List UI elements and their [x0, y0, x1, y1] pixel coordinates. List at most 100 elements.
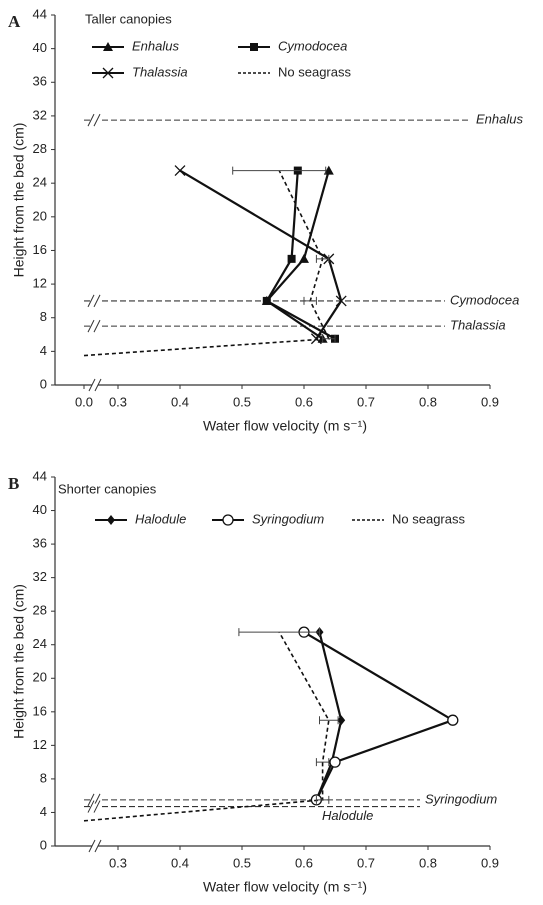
y-tick-label: 36	[33, 74, 47, 89]
y-axis-label: Height from the bed (cm)	[11, 584, 27, 739]
y-tick-label: 8	[40, 309, 47, 324]
y-tick-label: 12	[33, 737, 47, 752]
x-tick-label: 0.9	[481, 394, 499, 409]
x-tick-label: 0.4	[171, 394, 189, 409]
series-line	[265, 170, 336, 340]
marker	[337, 715, 346, 726]
marker	[107, 515, 115, 525]
series-line	[303, 631, 456, 801]
canopy-break-gap	[91, 796, 99, 803]
legend-label: Halodule	[135, 511, 186, 526]
x-tick-label: 0.4	[171, 855, 189, 870]
marker	[222, 514, 234, 526]
y-tick-label: 44	[33, 6, 47, 21]
marker	[323, 165, 334, 175]
x-tick-label: 0.5	[233, 394, 251, 409]
y-tick-label: 40	[33, 502, 47, 517]
error-bar	[232, 166, 327, 175]
axis-break	[88, 378, 102, 392]
canopy-break-gap	[91, 117, 99, 124]
error-bar	[238, 628, 320, 637]
x-tick-label: 0.7	[357, 394, 375, 409]
y-tick-label: 44	[33, 468, 47, 483]
canopy-break	[87, 319, 101, 333]
canopy-break	[87, 113, 101, 127]
y-tick-label: 36	[33, 536, 47, 551]
y-tick-label: 40	[33, 40, 47, 55]
error-bar	[303, 296, 317, 305]
canopy-break-gap	[91, 323, 99, 330]
x-axis-label: Water flow velocity (m s⁻¹)	[203, 418, 367, 434]
y-tick-label: 24	[33, 175, 47, 190]
y-tick-label: 32	[33, 107, 47, 122]
series-line	[83, 170, 331, 357]
legend-label: Cymodocea	[278, 38, 347, 53]
axis-break	[88, 839, 102, 853]
canopy-label: Enhalus	[476, 112, 523, 127]
series-line	[83, 631, 330, 822]
x-tick-label: 0.3	[109, 855, 127, 870]
marker	[447, 714, 459, 726]
y-tick-label: 20	[33, 670, 47, 685]
legend-label: Syringodium	[252, 511, 324, 526]
panel-label: B	[8, 474, 19, 493]
y-tick-label: 0	[40, 837, 47, 852]
marker	[102, 67, 114, 79]
series-line	[265, 170, 330, 340]
axis-break-gap	[92, 842, 98, 850]
marker	[287, 254, 296, 263]
marker	[310, 333, 322, 345]
y-axis-label: Height from the bed (cm)	[11, 123, 27, 278]
marker	[174, 165, 186, 177]
marker	[262, 296, 271, 305]
canopy-break-gap	[91, 297, 99, 304]
x-tick-label: 0.8	[419, 394, 437, 409]
canopy-break	[87, 800, 101, 813]
marker	[103, 42, 113, 51]
x-tick-label: 0.9	[481, 855, 499, 870]
y-tick-label: 8	[40, 770, 47, 785]
y-tick-label: 32	[33, 569, 47, 584]
error-bar	[322, 334, 336, 343]
y-tick-label: 4	[40, 343, 47, 358]
x-tick-label: 0.6	[295, 855, 313, 870]
y-tick-label: 24	[33, 636, 47, 651]
y-tick-label: 16	[33, 703, 47, 718]
legend-label: No seagrass	[278, 64, 351, 79]
error-bar	[315, 758, 330, 767]
canopy-label: Syringodium	[425, 791, 497, 806]
axis-break-gap	[92, 381, 98, 389]
marker	[250, 43, 258, 51]
error-bar	[315, 795, 330, 804]
x-tick-label: 0.7	[357, 855, 375, 870]
marker	[335, 295, 347, 307]
x-tick-label: 0.8	[419, 855, 437, 870]
y-tick-label: 4	[40, 804, 47, 819]
legend-title: Taller canopies	[85, 11, 172, 26]
x-tick-label: 0.3	[109, 394, 127, 409]
y-tick-label: 16	[33, 242, 47, 257]
x-tick-label: 0.6	[295, 394, 313, 409]
y-tick-label: 28	[33, 141, 47, 156]
x-axis-label: Water flow velocity (m s⁻¹)	[203, 879, 367, 895]
legend-label: Thalassia	[132, 64, 188, 79]
error-bar	[319, 716, 339, 725]
series-line	[179, 169, 343, 340]
canopy-break	[87, 294, 101, 308]
y-tick-label: 0	[40, 376, 47, 391]
x-tick-label: 0.5	[233, 855, 251, 870]
canopy-label: Thalassia	[450, 318, 506, 333]
x-tick-label: 0.0	[75, 394, 93, 409]
error-bar	[315, 254, 330, 263]
canopy-label: Halodule	[322, 808, 373, 823]
legend-label: Enhalus	[132, 38, 179, 53]
marker	[299, 253, 309, 263]
series-line	[315, 631, 343, 801]
y-tick-label: 28	[33, 603, 47, 618]
y-tick-label: 12	[33, 276, 47, 291]
canopy-break-gap	[91, 803, 99, 810]
legend-title: Shorter canopies	[58, 481, 157, 496]
legend-label: No seagrass	[392, 511, 465, 526]
